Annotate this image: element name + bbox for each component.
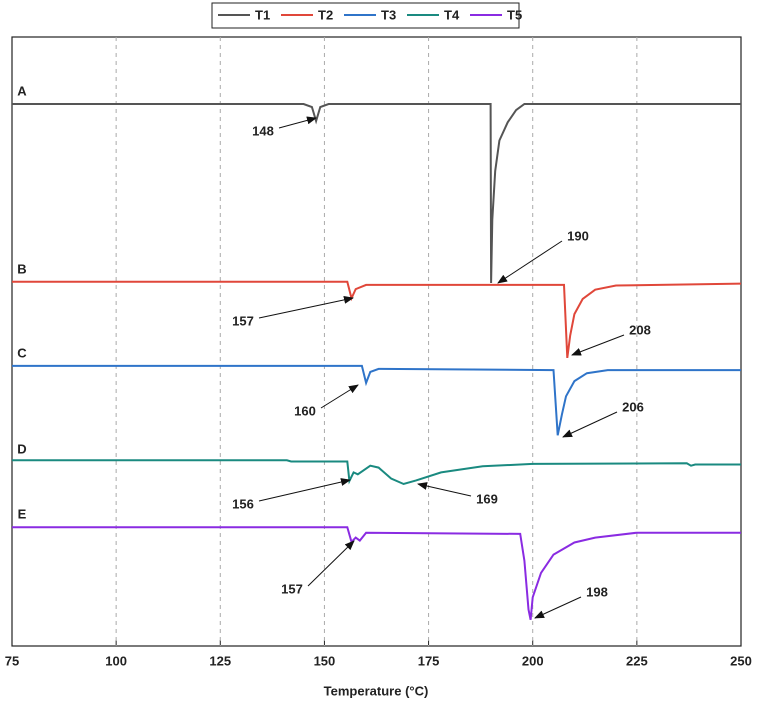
series-line <box>12 364 741 436</box>
annotation-arrow <box>307 540 355 587</box>
series-line <box>12 459 741 486</box>
curve-label: E <box>18 506 27 521</box>
annotation-arrow <box>417 482 472 497</box>
x-tick-label: 250 <box>730 653 752 668</box>
annotation: 208 <box>629 322 651 337</box>
series-line <box>12 103 741 284</box>
series-line <box>12 280 742 359</box>
curve-label: B <box>17 261 26 276</box>
annotation-arrow <box>258 295 354 319</box>
x-tick-label: 150 <box>314 653 336 668</box>
x-axis-title: Temperature (°C) <box>324 683 429 698</box>
legend-label: T1 <box>255 7 270 22</box>
annotation: 160 <box>294 403 316 418</box>
annotation: 156 <box>232 496 254 511</box>
legend-label: T2 <box>318 7 333 22</box>
annotation-arrow <box>534 596 582 619</box>
legend-label: T3 <box>381 7 396 22</box>
x-tick-label: 200 <box>522 653 544 668</box>
plot-frame <box>11 36 742 647</box>
annotation-arrow <box>258 478 351 502</box>
annotation-arrow <box>497 240 563 284</box>
annotation: 206 <box>622 399 644 414</box>
x-tick-label: 175 <box>418 653 440 668</box>
annotation: 169 <box>476 491 498 506</box>
annotation-arrow <box>320 384 359 409</box>
x-tick-label: 100 <box>105 653 127 668</box>
legend-label: T5 <box>507 7 522 22</box>
legend-label: T4 <box>444 7 460 22</box>
annotation-arrow <box>571 334 625 356</box>
annotation: 157 <box>281 581 303 596</box>
x-tick-label: 225 <box>626 653 648 668</box>
annotation-arrow <box>278 116 317 129</box>
x-tick-label: 125 <box>209 653 231 668</box>
annotation: 157 <box>232 313 254 328</box>
curve-label: C <box>17 345 27 360</box>
series-line <box>12 526 741 620</box>
annotation-arrow <box>562 411 618 438</box>
annotation: 148 <box>252 123 274 138</box>
annotation: 198 <box>586 584 608 599</box>
curve-label: D <box>17 441 26 456</box>
annotation: 190 <box>567 228 589 243</box>
curve-label: A <box>17 83 27 98</box>
x-tick-label: 75 <box>5 653 19 668</box>
